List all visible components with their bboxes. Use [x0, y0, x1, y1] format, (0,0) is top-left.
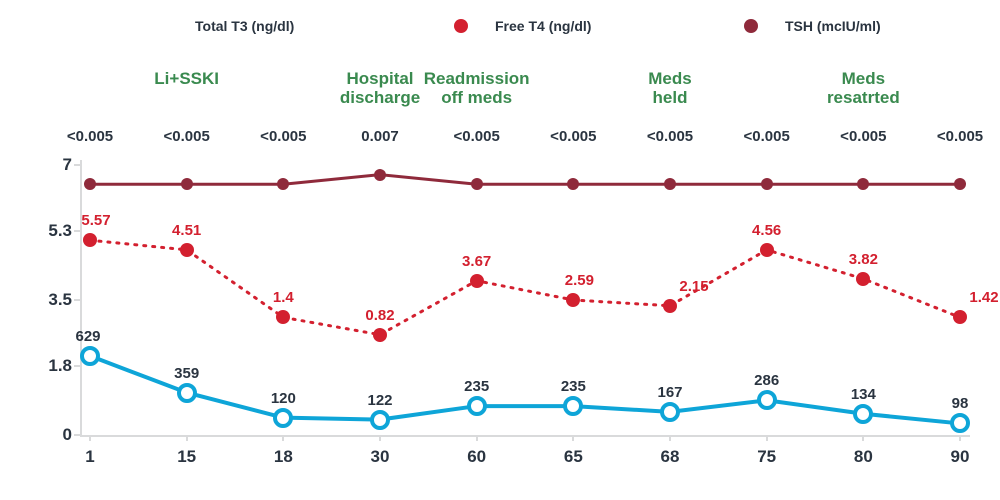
series-point-t3 [660, 402, 680, 422]
series-point-label-t3: 134 [851, 386, 876, 403]
series-point-label-t3: 235 [464, 378, 489, 395]
series-point-label-t3: 235 [561, 378, 586, 395]
series-point-t3 [563, 396, 583, 416]
series-point-t3 [80, 346, 100, 366]
series-point-label-t3: 120 [271, 390, 296, 407]
series-point-label-t3: 98 [952, 395, 969, 412]
series-point-label-t3: 286 [754, 372, 779, 389]
series-point-label-t3: 167 [657, 384, 682, 401]
series-point-label-t3: 359 [174, 365, 199, 382]
series-point-label-t3: 122 [367, 392, 392, 409]
series-line-t3 [0, 0, 1000, 500]
thyroid-timecourse-chart: Total T3 (ng/dl)Free T4 (ng/dl)TSH (mcIU… [0, 0, 1000, 500]
series-point-t3 [370, 410, 390, 430]
series-point-t3 [950, 413, 970, 433]
series-point-t3 [757, 390, 777, 410]
series-point-label-t3: 629 [75, 328, 100, 345]
series-point-t3 [853, 404, 873, 424]
series-point-t3 [467, 396, 487, 416]
series-point-t3 [273, 408, 293, 428]
series-point-t3 [177, 383, 197, 403]
